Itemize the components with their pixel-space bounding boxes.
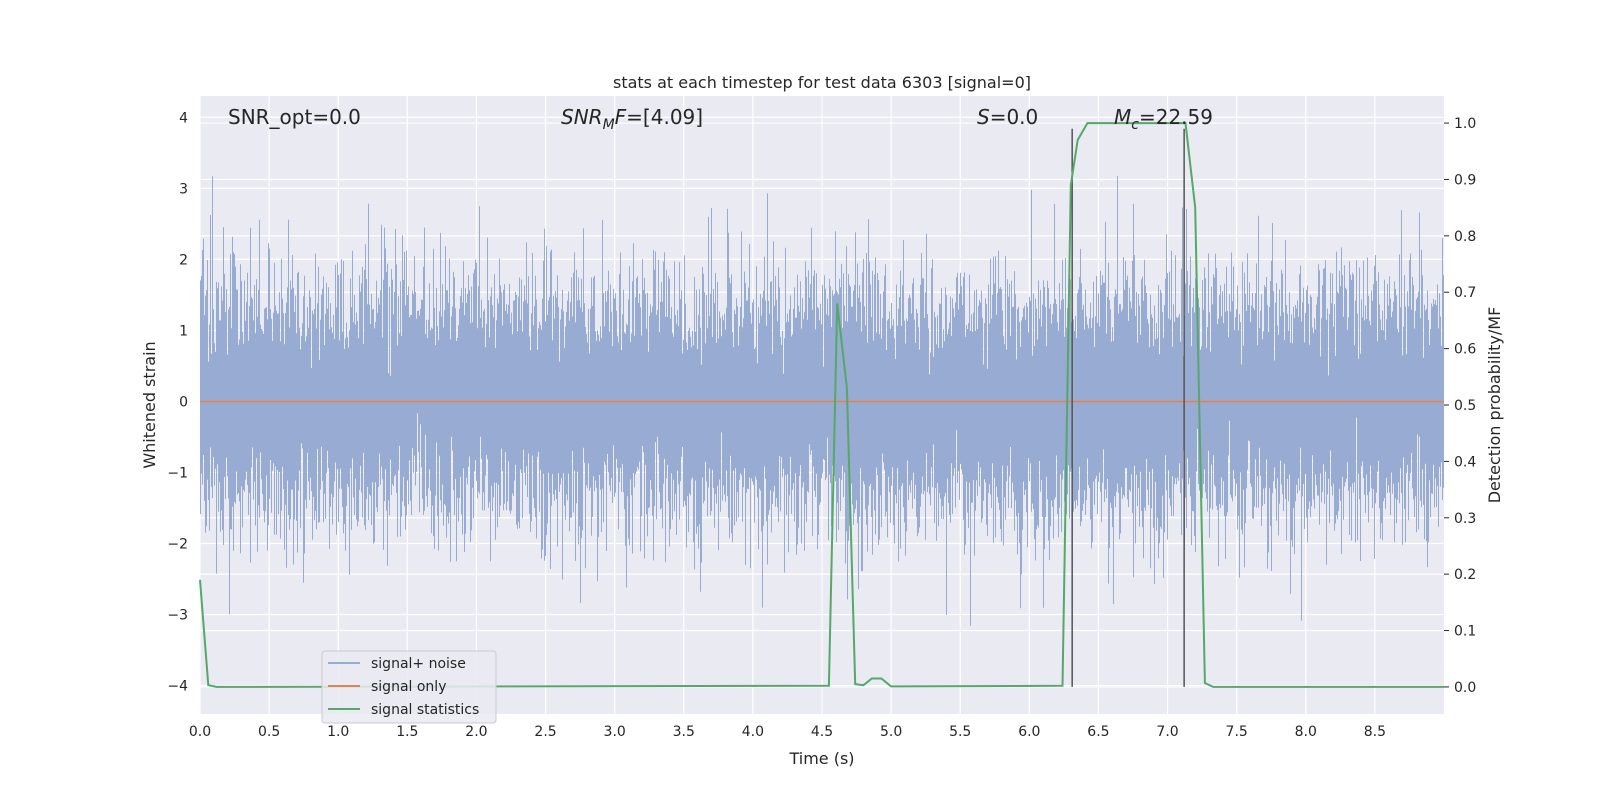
x-tick-label: 0.0 xyxy=(189,724,211,740)
y-tick-label-left: 2 xyxy=(179,252,188,268)
y-tick-label-right: 0.9 xyxy=(1454,172,1476,188)
y-tick-label-right: 0.6 xyxy=(1454,342,1476,358)
y-tick-label-left: 4 xyxy=(179,110,188,126)
y-tick-label-right: 0.4 xyxy=(1454,454,1476,470)
y-tick-label-left: 3 xyxy=(179,181,188,197)
y-tick-label-left: 0 xyxy=(179,394,188,410)
chart-title: stats at each timestep for test data 630… xyxy=(613,73,1031,92)
y-tick-label-right: 1.0 xyxy=(1454,116,1476,132)
y-tick-label-left: −3 xyxy=(167,608,188,624)
y-tick-label-right: 0.2 xyxy=(1454,567,1476,583)
statistics-line xyxy=(199,122,1444,688)
legend-box xyxy=(321,650,497,724)
noise-line xyxy=(200,176,1444,626)
y-tick-label-right: 0.8 xyxy=(1454,229,1476,245)
x-tick-label: 6.5 xyxy=(1087,724,1109,740)
annotation-mc-value: =22.59 xyxy=(1139,105,1213,129)
x-ticks: 0.0 0.5 1.0 1.5 2.0 2.5 3.0 3.5 4.0 4.5 5.0 5.5 6.0 6… xyxy=(189,724,1386,740)
annotation-snr-mf-value: =[4.09] xyxy=(626,105,703,129)
x-tick-label: 2.5 xyxy=(534,724,556,740)
x-tick-label: 4.0 xyxy=(742,724,764,740)
y-tick-label-left: −2 xyxy=(167,537,188,553)
y-ticks-right: 0.0 0.1 0.2 0.3 0.4 0.5 0.6 0.7 0.8 0.9 1.0 xyxy=(1444,116,1476,696)
legend-label-statistics: signal statistics xyxy=(371,702,479,718)
y-axis-label-right: Detection probability/MF xyxy=(1485,307,1504,504)
x-tick-label: 5.0 xyxy=(880,724,902,740)
x-tick-label: 8.0 xyxy=(1295,724,1317,740)
statistics-series xyxy=(199,122,1444,688)
x-tick-label: 1.5 xyxy=(396,724,418,740)
noise-series xyxy=(200,176,1444,626)
x-tick-label: 2.0 xyxy=(465,724,487,740)
y-axis-label-left: Whitened strain xyxy=(140,341,159,468)
y-tick-label-right: 0.1 xyxy=(1454,624,1476,640)
y-tick-label-right: 0.3 xyxy=(1454,511,1476,527)
y-tick-label-right: 0.7 xyxy=(1454,285,1476,301)
x-tick-label: 8.5 xyxy=(1364,724,1386,740)
annotation-mc: Mc=22.59 xyxy=(1114,105,1213,133)
annotation-s: S=0.0 xyxy=(977,105,1038,129)
y-tick-label-left: −4 xyxy=(167,679,188,695)
legend-label-signal: signal only xyxy=(371,679,446,695)
y-tick-label-right: 0.5 xyxy=(1454,398,1476,414)
x-tick-label: 3.0 xyxy=(604,724,626,740)
vertical-markers xyxy=(1071,128,1185,687)
legend-label-noise: signal+ noise xyxy=(371,656,466,672)
x-tick-label: 7.5 xyxy=(1226,724,1248,740)
annotation-s-value: =0.0 xyxy=(990,105,1039,129)
y-ticks-left: −4 −3 −2 −1 0 1 2 3 4 xyxy=(167,110,188,694)
annotation-snr-opt: SNR_opt=0.0 xyxy=(228,105,361,129)
x-axis-label: Time (s) xyxy=(788,749,854,768)
x-tick-label: 4.5 xyxy=(811,724,833,740)
y-tick-label-left: 1 xyxy=(179,323,188,339)
y-tick-label-right: 0.0 xyxy=(1454,680,1476,696)
x-tick-label: 6.0 xyxy=(1018,724,1040,740)
x-tick-label: 7.0 xyxy=(1156,724,1178,740)
x-tick-label: 1.0 xyxy=(327,724,349,740)
x-tick-label: 5.5 xyxy=(949,724,971,740)
legend: signal+ noise signal only signal statist… xyxy=(321,650,497,724)
x-tick-label: 3.5 xyxy=(673,724,695,740)
annotation-snr-mf: SNRMF=[4.09] xyxy=(561,105,703,133)
y-tick-label-left: −1 xyxy=(167,465,188,481)
x-tick-label: 0.5 xyxy=(258,724,280,740)
